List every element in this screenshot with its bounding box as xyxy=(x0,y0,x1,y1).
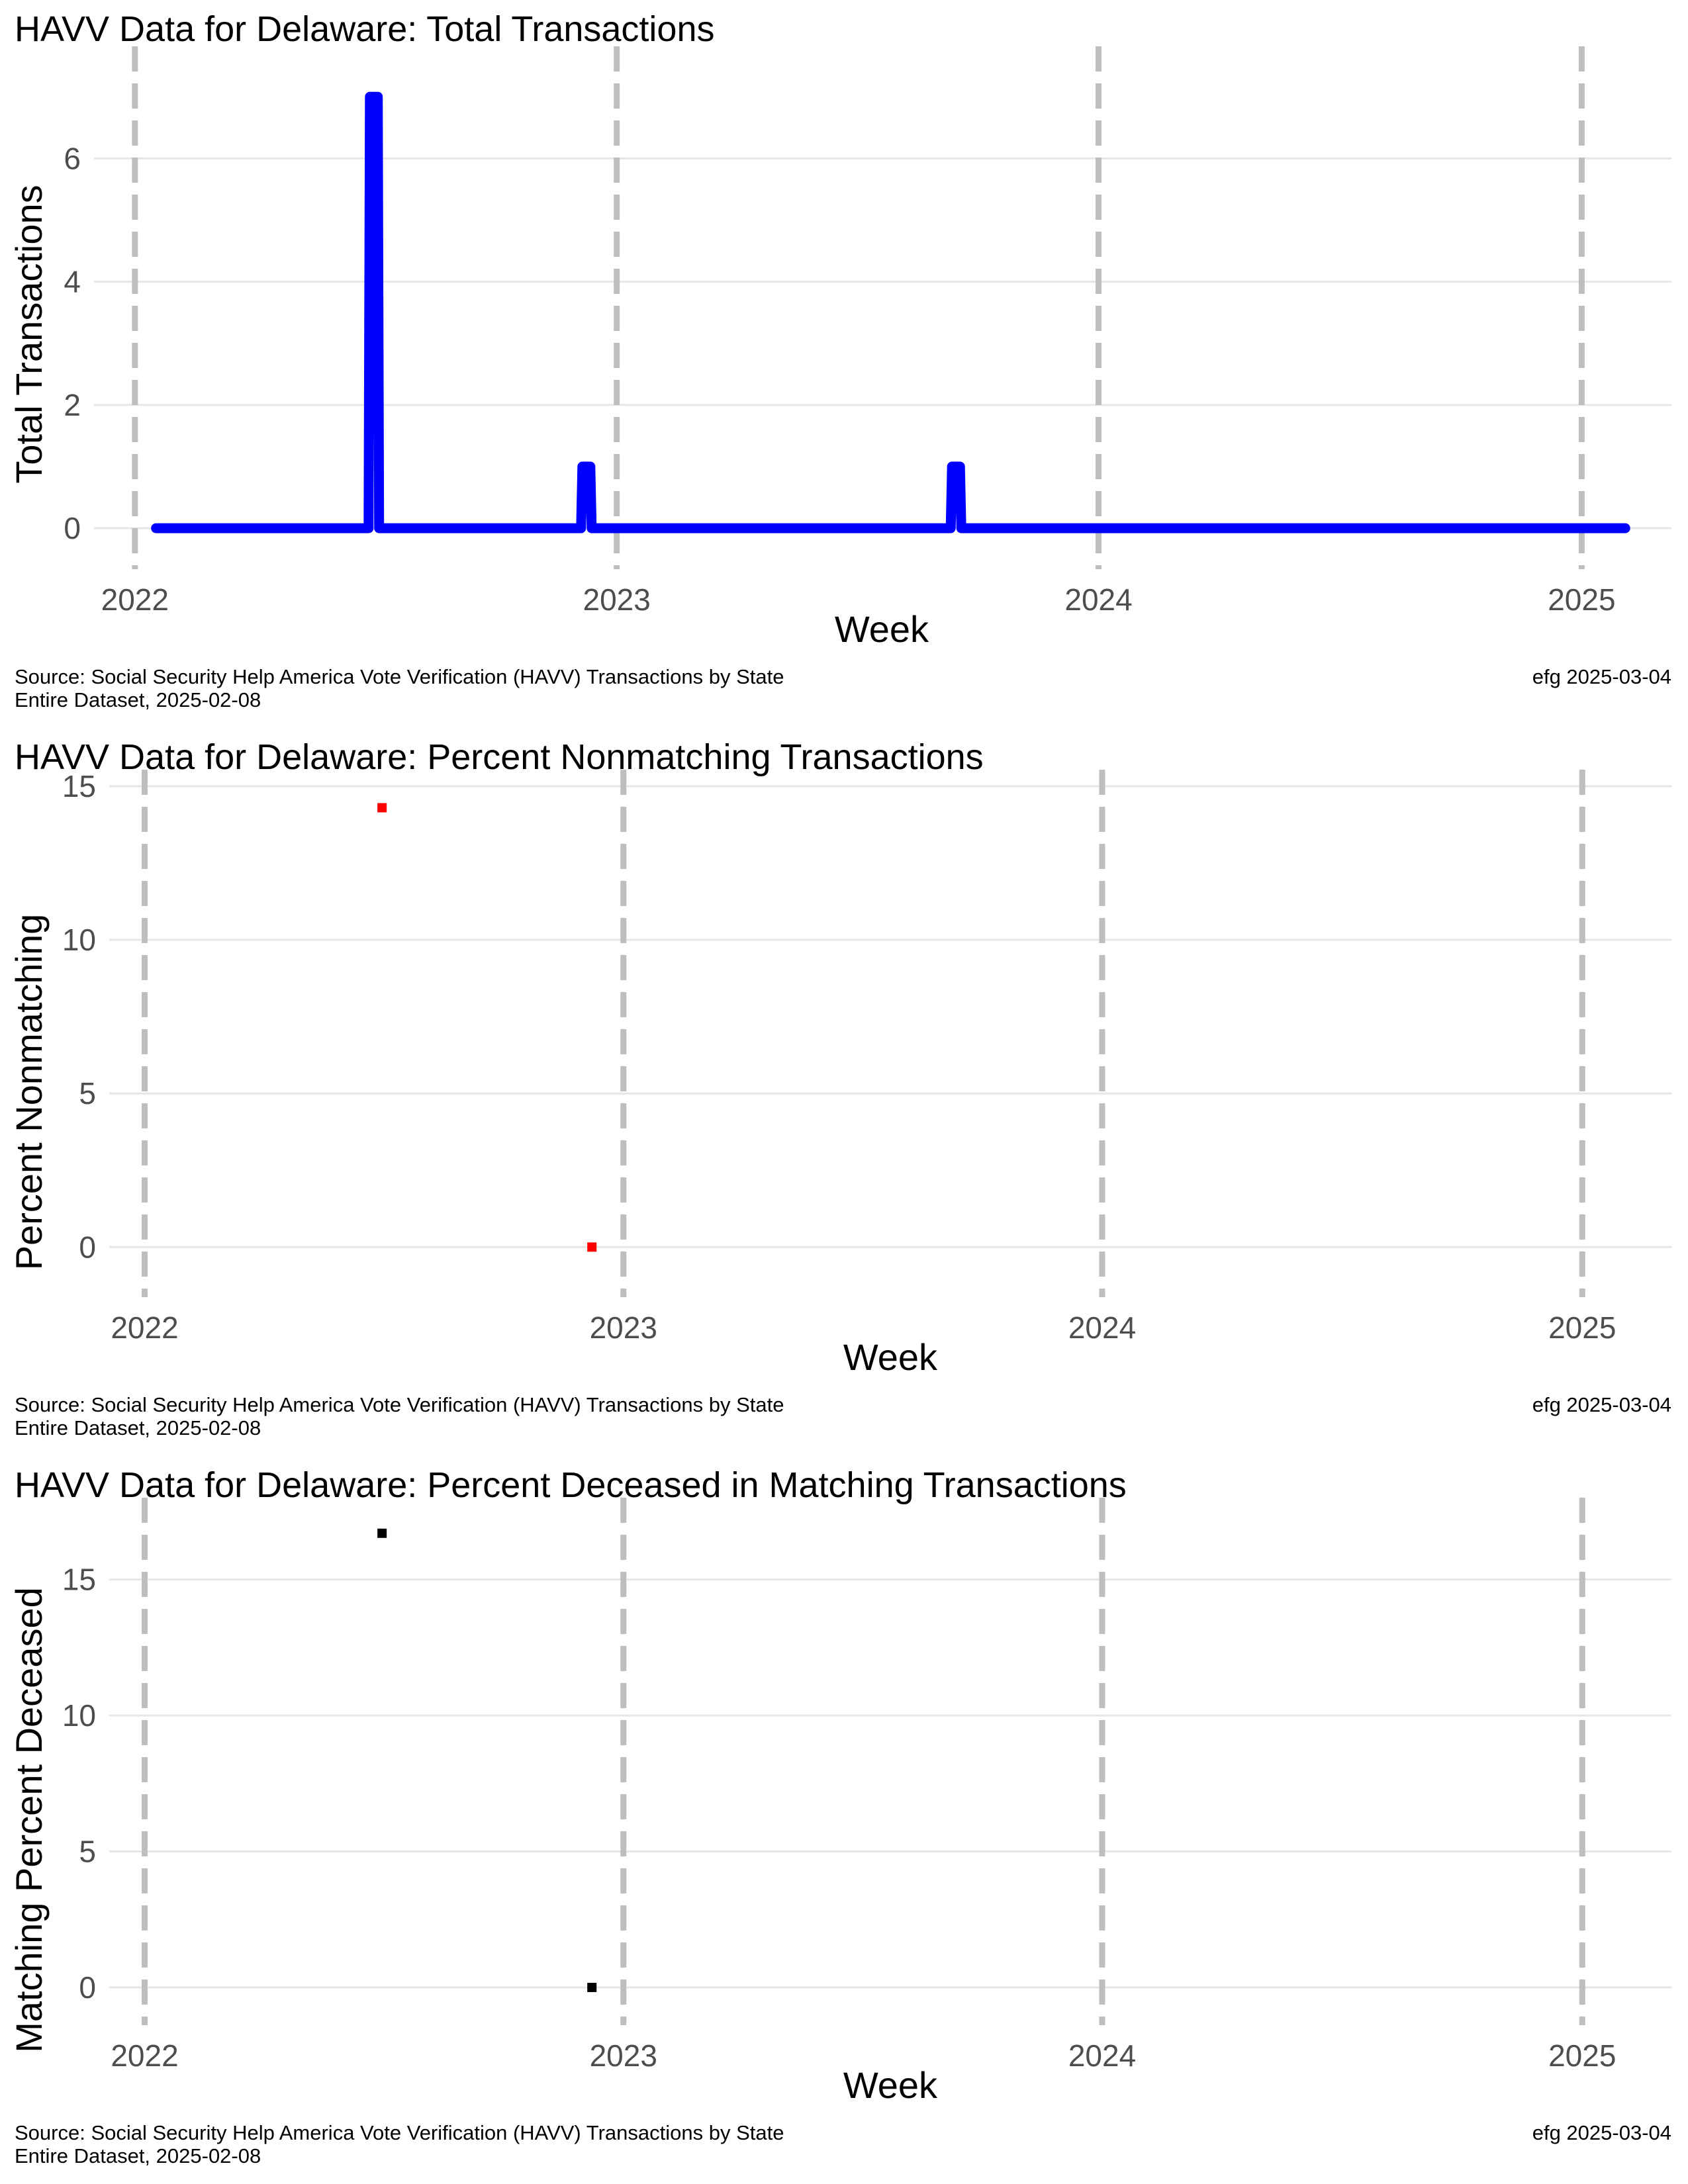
x-tick-label: 2024 xyxy=(1064,582,1132,617)
y-tick-label: 4 xyxy=(64,265,81,299)
chart-title: HAVV Data for Delaware: Percent Deceased… xyxy=(15,1465,1127,1505)
y-tick-label: 0 xyxy=(79,1230,96,1264)
chart-panel-percent-nonmatching: HAVV Data for Delaware: Percent Nonmatch… xyxy=(0,728,1688,1456)
x-tick-label: 2022 xyxy=(111,2038,178,2073)
y-tick-label: 10 xyxy=(62,1698,96,1733)
x-tick-label: 2022 xyxy=(111,1310,178,1345)
chart-title: HAVV Data for Delaware: Percent Nonmatch… xyxy=(15,737,984,777)
series-line xyxy=(151,91,1630,533)
credit-label: efg 2025-03-04 xyxy=(1532,1393,1671,1416)
y-tick-label: 5 xyxy=(79,1076,96,1111)
data-point xyxy=(587,1242,597,1252)
chart-total-transactions: HAVV Data for Delaware: Total Transactio… xyxy=(8,9,1671,711)
data-point xyxy=(377,803,387,813)
x-tick-label: 2024 xyxy=(1068,2038,1136,2073)
data-point xyxy=(587,1983,597,1993)
y-tick-label: 0 xyxy=(79,1970,96,2005)
x-tick-label: 2024 xyxy=(1068,1310,1136,1345)
data-point xyxy=(377,1528,387,1538)
x-tick-label: 2025 xyxy=(1548,2038,1616,2073)
source-line-1: Source: Social Security Help America Vot… xyxy=(15,665,784,688)
source-line-1: Source: Social Security Help America Vot… xyxy=(15,1393,784,1416)
x-tick-label: 2025 xyxy=(1548,582,1615,617)
credit-label: efg 2025-03-04 xyxy=(1532,665,1671,688)
chart-title: HAVV Data for Delaware: Total Transactio… xyxy=(15,9,714,49)
x-tick-label: 2023 xyxy=(590,2038,657,2073)
chart-panel-total-transactions: HAVV Data for Delaware: Total Transactio… xyxy=(0,0,1688,728)
source-line-1: Source: Social Security Help America Vot… xyxy=(15,2121,784,2144)
credit-label: efg 2025-03-04 xyxy=(1532,2121,1671,2144)
y-axis-label: Percent Nonmatching xyxy=(8,914,50,1271)
y-axis-label: Matching Percent Deceased xyxy=(8,1587,50,2053)
x-tick-label: 2025 xyxy=(1548,1310,1616,1345)
source-line-2: Entire Dataset, 2025-02-08 xyxy=(15,2144,261,2167)
x-tick-label: 2023 xyxy=(590,1310,657,1345)
y-tick-label: 10 xyxy=(62,923,96,957)
y-tick-label: 15 xyxy=(62,1563,96,1597)
chart-panel-percent-deceased: HAVV Data for Delaware: Percent Deceased… xyxy=(0,1456,1688,2184)
y-tick-label: 2 xyxy=(64,388,81,422)
y-tick-label: 5 xyxy=(79,1835,96,1869)
y-tick-label: 0 xyxy=(64,511,81,545)
x-axis-label: Week xyxy=(835,608,929,650)
y-axis-label: Total Transactions xyxy=(8,185,50,483)
chart-percent-deceased: HAVV Data for Delaware: Percent Deceased… xyxy=(8,1465,1671,2167)
x-axis-label: Week xyxy=(843,2064,938,2106)
y-tick-label: 15 xyxy=(62,769,96,803)
x-tick-label: 2023 xyxy=(583,582,651,617)
x-tick-label: 2022 xyxy=(101,582,169,617)
source-line-2: Entire Dataset, 2025-02-08 xyxy=(15,1416,261,1439)
y-tick-label: 6 xyxy=(64,141,81,175)
source-line-2: Entire Dataset, 2025-02-08 xyxy=(15,688,261,711)
x-axis-label: Week xyxy=(843,1336,938,1378)
chart-percent-nonmatching: HAVV Data for Delaware: Percent Nonmatch… xyxy=(8,737,1671,1439)
